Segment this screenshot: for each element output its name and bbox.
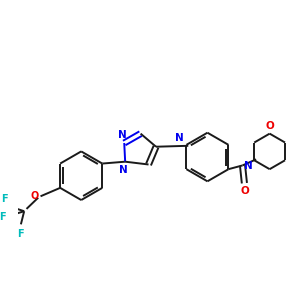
Text: N: N xyxy=(119,165,128,175)
Text: F: F xyxy=(0,212,6,222)
Text: F: F xyxy=(1,194,7,204)
Text: O: O xyxy=(265,121,274,131)
Text: N: N xyxy=(118,130,127,140)
Text: N: N xyxy=(244,161,252,171)
Text: N: N xyxy=(175,133,184,143)
Text: F: F xyxy=(17,230,24,239)
Text: O: O xyxy=(240,187,249,196)
Text: O: O xyxy=(30,191,39,201)
